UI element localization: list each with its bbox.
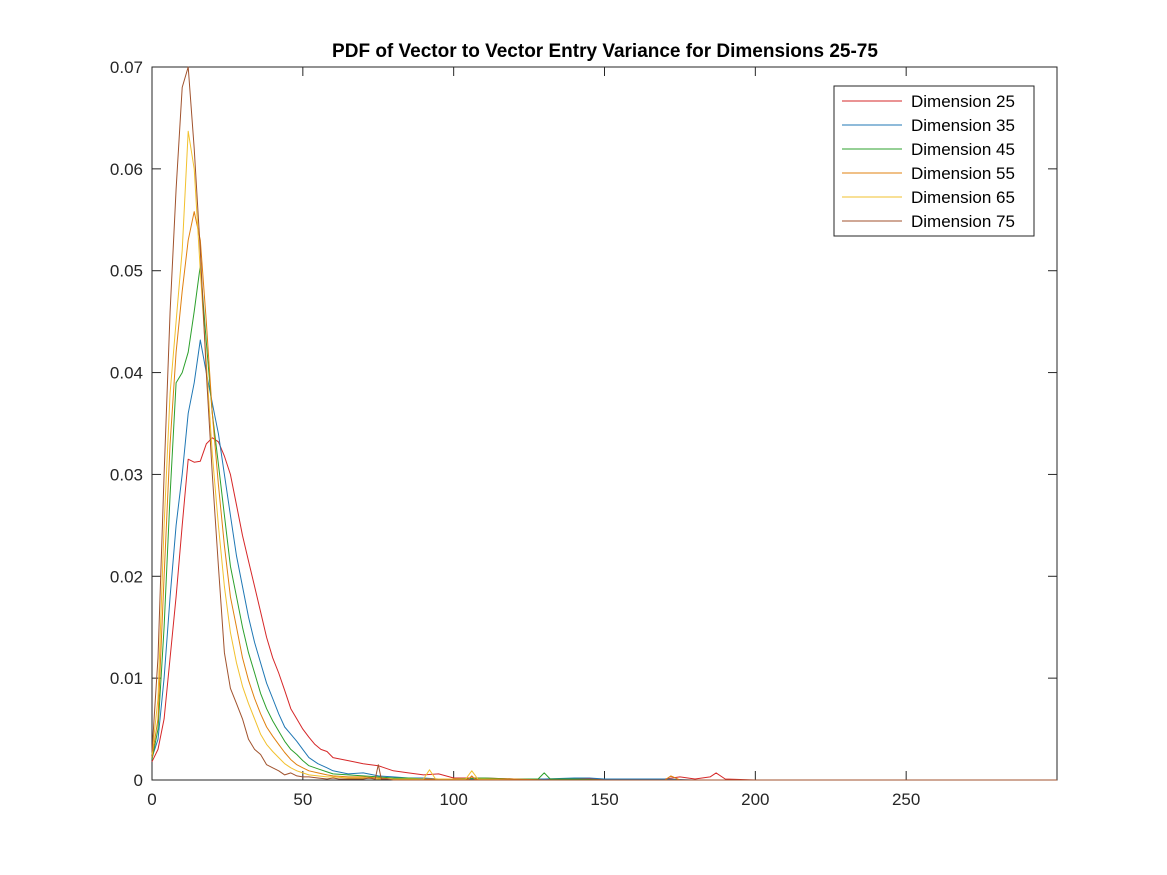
y-tick-label: 0.02 xyxy=(110,567,143,586)
y-tick-label: 0 xyxy=(134,771,143,790)
y-axis: 0 0.01 0.02 0.03 0.04 0.05 0.06 0.07 xyxy=(110,58,1057,790)
legend-label: Dimension 35 xyxy=(911,116,1015,135)
legend-item[interactable]: Dimension 55 xyxy=(842,164,1015,183)
x-tick-label: 250 xyxy=(892,790,920,809)
legend[interactable]: Dimension 25 Dimension 35 Dimension 45 Dime… xyxy=(833,85,1035,237)
x-tick-label: 0 xyxy=(147,790,156,809)
y-tick-label: 0.01 xyxy=(110,669,143,688)
legend-label: Dimension 25 xyxy=(911,92,1015,111)
x-tick-label: 150 xyxy=(590,790,618,809)
legend-label: Dimension 75 xyxy=(911,212,1015,231)
legend-item[interactable]: Dimension 45 xyxy=(842,140,1015,159)
legend-label: Dimension 65 xyxy=(911,188,1015,207)
x-tick-label: 200 xyxy=(741,790,769,809)
y-tick-label: 0.06 xyxy=(110,160,143,179)
legend-item[interactable]: Dimension 65 xyxy=(842,188,1015,207)
y-tick-label: 0.04 xyxy=(110,364,143,383)
y-tick-label: 0.05 xyxy=(110,262,143,281)
x-tick-label: 50 xyxy=(293,790,312,809)
legend-item[interactable]: Dimension 75 xyxy=(842,212,1015,231)
y-tick-label: 0.03 xyxy=(110,465,143,484)
chart-title: PDF of Vector to Vector Entry Variance f… xyxy=(332,41,878,62)
legend-label: Dimension 45 xyxy=(911,140,1015,159)
series-line-dimension-75 xyxy=(151,66,1057,781)
x-tick-label: 100 xyxy=(439,790,467,809)
series-lines xyxy=(151,66,1057,781)
legend-label: Dimension 55 xyxy=(911,164,1015,183)
y-tick-label: 0.07 xyxy=(110,58,143,77)
legend-box xyxy=(833,85,1035,237)
legend-item[interactable]: Dimension 35 xyxy=(842,116,1015,135)
x-axis: 0 50 100 150 200 250 xyxy=(147,67,920,809)
legend-item[interactable]: Dimension 25 xyxy=(842,92,1015,111)
